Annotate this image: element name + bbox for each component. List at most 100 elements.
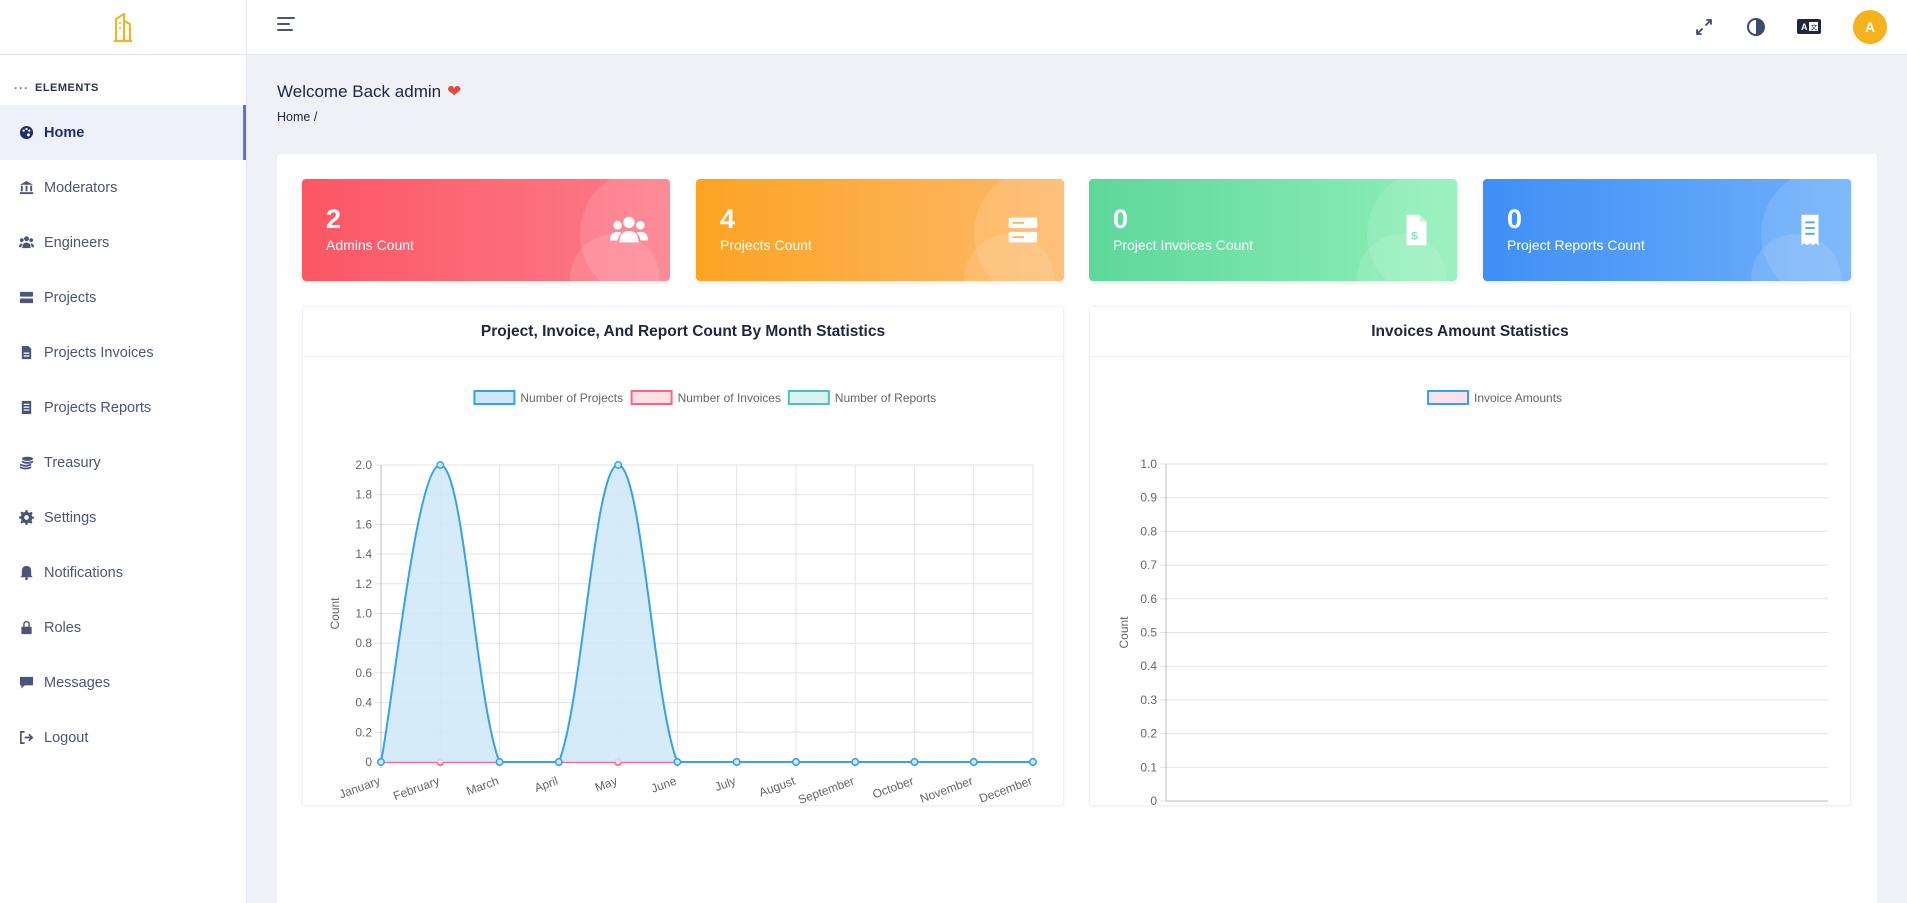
y-tick-label: 1.6 [355, 517, 372, 531]
server-icon [1008, 217, 1038, 243]
data-point[interactable] [910, 758, 919, 766]
sidebar-item-moderators[interactable]: Moderators [0, 160, 246, 215]
breadcrumb: Home / [277, 110, 317, 124]
data-point[interactable] [851, 758, 860, 766]
data-point[interactable] [614, 461, 623, 469]
legend-label: Number of Reports [835, 391, 936, 405]
data-point[interactable] [436, 461, 445, 469]
data-point[interactable] [791, 758, 800, 766]
x-tick-label: September [796, 774, 856, 807]
stat-value: 2 [326, 204, 342, 234]
x-tick-label: April [532, 774, 559, 795]
sidebar-item-logout[interactable]: Logout [0, 710, 246, 765]
data-point[interactable] [1029, 758, 1037, 766]
series-line [380, 463, 1033, 763]
file-invoice-icon [18, 345, 34, 361]
data-point[interactable] [969, 758, 978, 766]
y-tick-label: 0.6 [355, 666, 372, 680]
sidebar-item-roles[interactable]: Roles [0, 600, 246, 655]
stat-label: Project Reports Count [1507, 237, 1645, 253]
x-tick-label: October [871, 774, 916, 802]
logo[interactable] [0, 0, 246, 55]
y-tick-label: 0.4 [1140, 659, 1157, 673]
svg-text:文: 文 [1811, 23, 1818, 32]
palette-icon [18, 125, 34, 141]
breadcrumb-home[interactable]: Home [277, 110, 311, 124]
sidebar-item-messages[interactable]: Messages [0, 655, 246, 710]
lock-icon [18, 620, 34, 636]
avatar[interactable]: A [1853, 10, 1887, 44]
contrast-icon[interactable] [1741, 12, 1771, 42]
fullscreen-icon[interactable] [1689, 12, 1719, 42]
chart-invoice-amounts: Invoice Amounts 0 0.1 0.2 0.3 0.4 0.5 0.6 0.7 0.8… [1117, 390, 1828, 807]
chart-title: Invoices Amount Statistics [1090, 307, 1850, 357]
legend-swatch[interactable] [630, 390, 673, 405]
y-tick-label: 1.8 [355, 488, 372, 502]
sidebar-item-label: Roles [44, 619, 82, 636]
y-tick-label: 0.7 [1140, 558, 1157, 572]
chart-title: Project, Invoice, And Report Count By Mo… [303, 307, 1063, 357]
dots-icon: ··· [14, 81, 29, 95]
sidebar-item-label: Treasury [44, 454, 101, 471]
y-tick-label: 1.4 [355, 547, 372, 561]
data-point[interactable] [673, 758, 682, 766]
y-tick-label: 0.6 [1140, 592, 1157, 606]
data-point[interactable] [377, 758, 385, 766]
x-tick-label: June [649, 774, 679, 796]
message-icon [18, 675, 34, 691]
sidebar-item-treasury[interactable]: Treasury [0, 435, 246, 490]
y-tick-label: 0.4 [355, 696, 372, 710]
sidebar: ··· ELEMENTS Home Moderators Engineers Proj… [0, 0, 247, 903]
stat-card-projects[interactable]: 4 Projects Count [696, 179, 1064, 281]
menu-toggle-icon[interactable] [277, 17, 297, 33]
users-icon [18, 235, 34, 251]
page-title: Welcome Back admin ❤ [277, 82, 461, 102]
y-tick-label: 0 [365, 755, 372, 769]
stat-card-admins[interactable]: 2 Admins Count [302, 179, 670, 281]
y-tick-label: 0.5 [1140, 626, 1157, 640]
sidebar-item-label: Notifications [44, 564, 123, 581]
stat-value: 4 [720, 204, 736, 234]
sidebar-item-settings[interactable]: Settings [0, 490, 246, 545]
data-point[interactable] [732, 758, 741, 766]
heart-icon: ❤ [447, 82, 462, 101]
stat-value: 0 [1507, 204, 1523, 234]
svg-text:A: A [1801, 22, 1808, 32]
data-point[interactable] [495, 758, 504, 766]
gear-icon [18, 510, 34, 526]
receipt-icon [1801, 214, 1819, 246]
x-tick-label: August [757, 773, 798, 799]
y-tick-label: 0.9 [1140, 491, 1157, 505]
sidebar-section-label: ··· ELEMENTS [0, 55, 246, 95]
sidebar-item-label: Settings [44, 509, 97, 526]
sidebar-item-label: Messages [44, 674, 111, 691]
legend-swatch[interactable] [787, 390, 830, 405]
sidebar-item-projects-invoices[interactable]: Projects Invoices [0, 325, 246, 380]
y-tick-label: 0.2 [1140, 727, 1157, 741]
legend-swatch[interactable] [1427, 390, 1469, 405]
sidebar-item-engineers[interactable]: Engineers [0, 215, 246, 270]
sidebar-item-projects-reports[interactable]: Projects Reports [0, 380, 246, 435]
chart-card-invoice-amounts: Invoices Amount Statistics Invoice Amoun… [1089, 306, 1851, 807]
stat-card-invoices[interactable]: 0 Project Invoices Count $ [1089, 179, 1457, 281]
y-tick-label: 0.3 [1140, 693, 1157, 707]
sidebar-item-label: Engineers [44, 234, 110, 251]
sidebar-item-projects[interactable]: Projects [0, 270, 246, 325]
sidebar-item-label: Home [44, 124, 85, 141]
y-tick-label: 0.2 [355, 725, 372, 739]
legend-swatch[interactable] [473, 390, 516, 405]
sidebar-item-label: Projects [44, 289, 97, 306]
section-label-text: ELEMENTS [35, 82, 99, 94]
series-area [381, 465, 1033, 762]
server-icon [18, 290, 34, 306]
data-point[interactable] [554, 758, 563, 766]
users-icon [610, 216, 648, 243]
sidebar-item-home[interactable]: Home [0, 105, 246, 160]
sidebar-item-notifications[interactable]: Notifications [0, 545, 246, 600]
chart-monthly-stats: Number of Projects Number of Invoices Numb… [328, 390, 1037, 807]
y-tick-label: 1.2 [355, 577, 372, 591]
stat-card-reports[interactable]: 0 Project Reports Count [1483, 179, 1851, 281]
file-report-icon [18, 400, 34, 416]
